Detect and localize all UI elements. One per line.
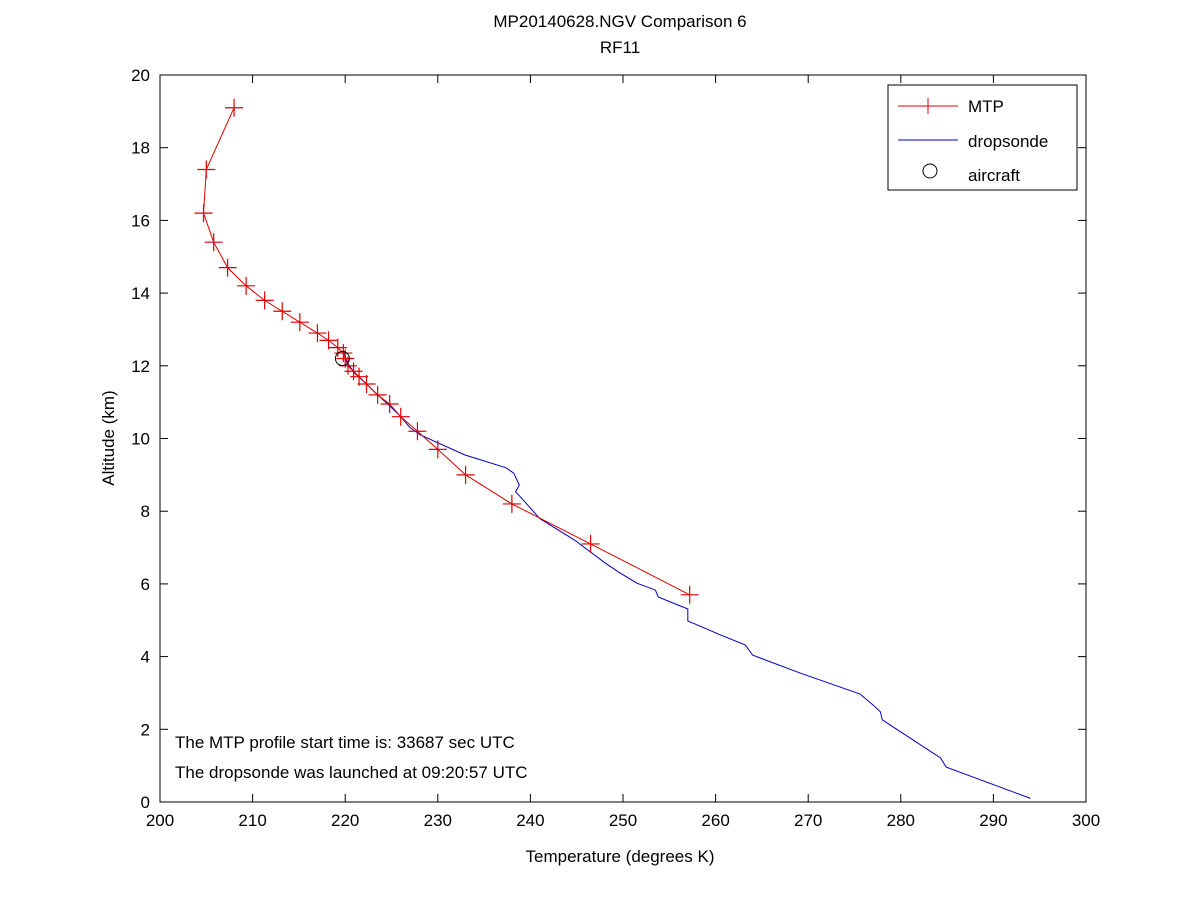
x-tick-label: 200: [146, 811, 174, 830]
y-axis-label: Altitude (km): [99, 390, 118, 485]
plot-area: [159, 74, 1087, 803]
mtp-point: [680, 585, 699, 604]
legend-mtp-marker: [920, 98, 936, 114]
annotation-launch-time: The dropsonde was launched at 09:20:57 U…: [175, 763, 528, 782]
chart-subtitle: RF11: [600, 38, 640, 57]
x-tick-label: 240: [516, 811, 544, 830]
legend-aircraft-marker: [922, 163, 938, 179]
mtp-point: [225, 98, 244, 117]
mtp-point: [290, 313, 309, 332]
x-tick-label: 230: [424, 811, 452, 830]
y-tick-label: 2: [141, 720, 150, 739]
mtp-point: [204, 233, 223, 252]
legend-mtp-label: MTP: [968, 97, 1004, 116]
mtp-point: [308, 324, 327, 343]
mtp-point: [273, 302, 292, 321]
x-tick-label: 250: [609, 811, 637, 830]
y-tick-label: 10: [131, 430, 150, 449]
mtp-point: [237, 276, 256, 295]
mtp-point: [428, 440, 447, 459]
mtp-point: [357, 374, 376, 393]
y-tick-label: 14: [131, 284, 150, 303]
mtp-point: [218, 258, 237, 277]
aircraft-point: [334, 351, 350, 367]
mtp-point: [380, 394, 399, 413]
annotation-start-time: The MTP profile start time is: 33687 sec…: [175, 733, 515, 752]
mtp-point: [197, 160, 216, 179]
x-tick-label: 290: [979, 811, 1007, 830]
x-tick-label: 280: [887, 811, 915, 830]
legend-dropsonde-label: dropsonde: [968, 132, 1048, 151]
mtp-point: [456, 465, 475, 484]
mtp-point: [391, 407, 410, 426]
mtp-point: [350, 367, 369, 386]
y-tick-label: 18: [131, 139, 150, 158]
y-tick-label: 6: [141, 575, 150, 594]
mtp-point: [255, 291, 274, 310]
mtp-point: [368, 385, 387, 404]
legend: MTP dropsonde aircraft: [887, 84, 1078, 191]
mtp-point: [408, 422, 427, 441]
x-tick-label: 220: [331, 811, 359, 830]
legend-aircraft-label: aircraft: [968, 166, 1020, 185]
y-tick-label: 8: [141, 502, 150, 521]
y-tick-label: 16: [131, 211, 150, 230]
mtp-point: [502, 494, 521, 513]
x-tick-label: 270: [794, 811, 822, 830]
y-tick-label: 12: [131, 357, 150, 376]
x-tick-label: 260: [701, 811, 729, 830]
mtp-point: [194, 204, 213, 223]
y-tick-label: 20: [131, 66, 150, 85]
mtp-point: [319, 331, 338, 350]
x-axis-label: Temperature (degrees K): [526, 847, 715, 866]
x-tick-label: 300: [1072, 811, 1100, 830]
x-tick-label: 210: [238, 811, 266, 830]
mtp-point: [581, 534, 600, 553]
y-tick-label: 4: [141, 648, 150, 667]
y-tick-label: 0: [141, 793, 150, 812]
chart-title: MP20140628.NGV Comparison 6: [493, 12, 746, 31]
